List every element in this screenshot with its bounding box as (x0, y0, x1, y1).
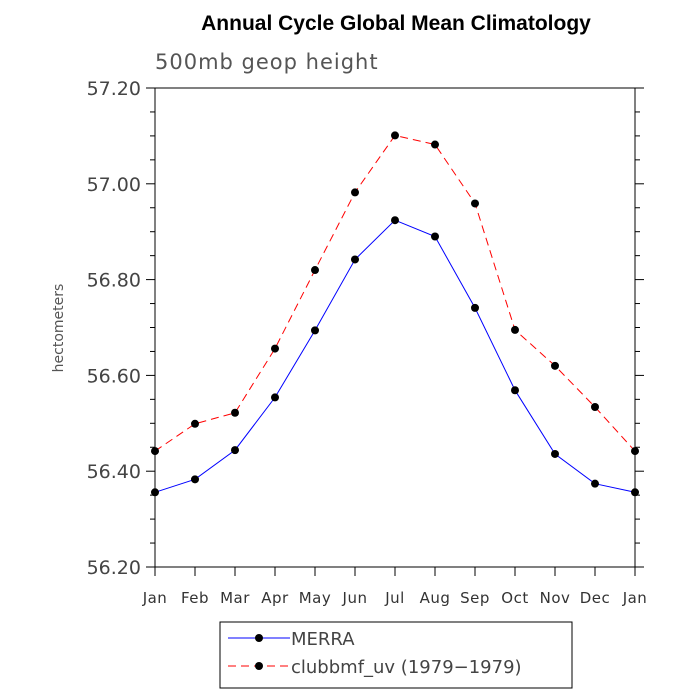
plot-frame (154, 87, 636, 568)
y-axis-label: hectometers (51, 284, 67, 373)
x-tick-label: May (299, 589, 332, 607)
x-tick-label: Nov (540, 589, 571, 607)
data-point-1-7 (431, 140, 439, 149)
y-tick-label: 57.20 (87, 78, 141, 100)
data-point-1-8 (471, 199, 479, 208)
x-tick-label: Jun (342, 589, 368, 607)
data-point-1-12 (631, 447, 639, 456)
legend-marker-merra (255, 634, 263, 642)
data-point-1-1 (191, 419, 199, 428)
data-point-1-6 (391, 131, 399, 140)
x-tick-label: Jul (384, 589, 405, 607)
x-tick-label: Sep (460, 589, 490, 607)
data-point-0-12 (631, 488, 639, 497)
data-point-0-11 (591, 479, 599, 488)
data-point-0-7 (431, 232, 439, 241)
x-tick-label: Apr (261, 589, 289, 607)
series-layer (151, 131, 639, 497)
data-point-1-4 (311, 266, 319, 275)
x-tick-label: Jan (622, 589, 648, 607)
x-tick-label: Feb (181, 589, 209, 607)
data-point-1-3 (271, 344, 279, 353)
data-point-1-2 (231, 408, 239, 417)
data-point-0-4 (311, 326, 319, 335)
y-tick-label: 57.00 (87, 174, 141, 196)
y-tick-label: 56.60 (87, 365, 141, 387)
data-point-0-9 (511, 386, 519, 395)
x-tick-label: Mar (220, 589, 250, 607)
chart-title: Annual Cycle Global Mean Climatology (201, 12, 591, 35)
data-point-1-11 (591, 403, 599, 412)
legend-box (219, 621, 573, 689)
legend-label-clubbmf: clubbmf_uv (1979−1979) (291, 657, 522, 678)
x-tick-label: Aug (420, 589, 451, 607)
data-point-1-9 (511, 325, 519, 334)
x-tick-label: Jan (142, 589, 168, 607)
data-point-1-0 (151, 447, 159, 456)
x-tick-label: Oct (501, 589, 528, 607)
data-point-0-8 (471, 303, 479, 312)
data-point-1-5 (351, 188, 359, 197)
legend-label-merra: MERRA (291, 629, 355, 650)
y-tick-label: 56.80 (87, 270, 141, 292)
series-line-1 (154, 134, 636, 452)
data-point-1-10 (551, 361, 559, 370)
y-tick-label: 56.20 (87, 557, 141, 579)
x-tick-label: Dec (580, 589, 611, 607)
chart-subtitle: 500mb geop height (155, 50, 379, 74)
data-point-0-6 (391, 216, 399, 225)
y-tick-label: 56.40 (87, 461, 141, 483)
data-point-0-3 (271, 393, 279, 402)
plot-axes: 56.20 56.40 56.60 56.80 57.00 57.20 Jan Feb Mar A… (87, 78, 648, 607)
data-point-0-5 (351, 255, 359, 264)
series-line-0 (154, 219, 636, 493)
data-point-0-1 (191, 475, 199, 484)
data-point-0-2 (231, 446, 239, 455)
legend: MERRA clubbmf_uv (1979−1979) (219, 621, 573, 689)
data-point-0-0 (151, 488, 159, 497)
data-point-0-10 (551, 449, 559, 458)
legend-marker-clubbmf (255, 662, 263, 670)
